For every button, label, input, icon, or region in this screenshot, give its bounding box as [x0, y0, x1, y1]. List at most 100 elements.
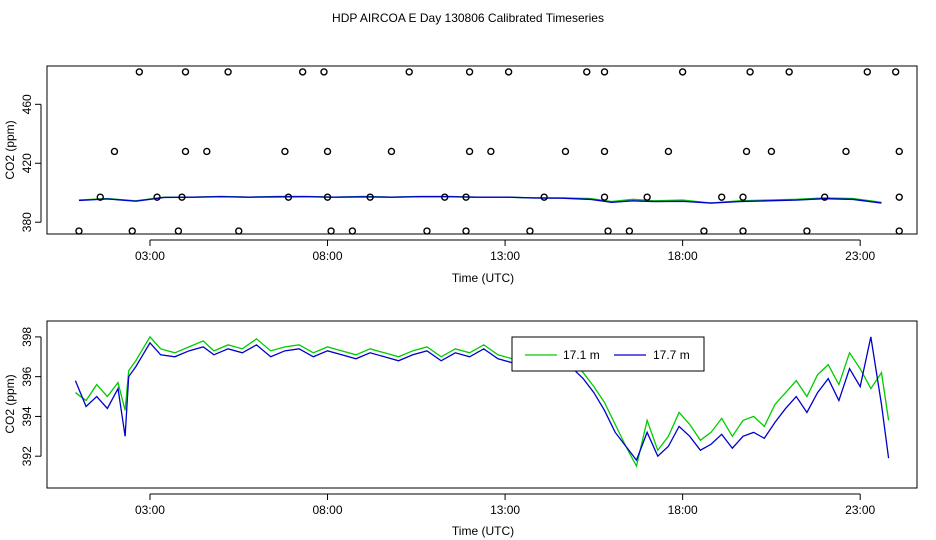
data-point — [895, 147, 903, 156]
data-point — [540, 193, 548, 201]
data-point — [803, 227, 811, 235]
data-point — [842, 147, 850, 156]
data-point — [739, 227, 747, 235]
data-point — [767, 147, 776, 156]
data-point — [700, 227, 708, 235]
bottom-y-tick-label: 398 — [20, 327, 34, 347]
data-point — [583, 68, 591, 76]
data-point — [235, 227, 243, 235]
data-point — [462, 193, 470, 201]
data-point — [664, 147, 673, 156]
bottom-y-axis-label: CO2 (ppm) — [3, 374, 17, 433]
data-point — [366, 193, 374, 201]
data-point — [348, 227, 357, 235]
top-x-tick-label: 13:00 — [490, 249, 520, 263]
data-point — [895, 193, 903, 201]
data-point — [604, 227, 612, 235]
data-point — [327, 227, 335, 235]
top-y-axis-label: CO2 (ppm) — [3, 120, 17, 179]
bottom-panel: 03:00 08:00 13:00 18:00 23:00 392 394 396 398 T… — [3, 320, 918, 538]
data-point — [178, 193, 186, 201]
bottom-x-tick-label: 13:00 — [490, 503, 520, 517]
data-point — [526, 227, 534, 235]
data-point — [423, 227, 431, 235]
bottom-x-tick-label: 18:00 — [668, 503, 698, 517]
data-point — [600, 68, 609, 76]
data-point — [135, 68, 144, 76]
top-x-tick-label: 18:00 — [668, 249, 698, 263]
data-point — [891, 68, 900, 76]
data-point — [487, 147, 495, 156]
data-point — [625, 227, 634, 235]
data-point — [504, 68, 513, 76]
data-point — [465, 68, 474, 76]
bottom-x-tick-label: 23:00 — [845, 503, 875, 517]
data-point — [405, 68, 413, 76]
top-x-tick-label: 03:00 — [135, 249, 165, 263]
top-y-axis: 380 420 460 — [20, 94, 42, 232]
data-point — [128, 227, 136, 235]
data-point — [746, 68, 754, 76]
bottom-y-tick-label: 396 — [20, 366, 34, 386]
data-point — [678, 68, 687, 76]
legend-box — [511, 336, 705, 372]
data-point — [462, 227, 470, 235]
top-x-axis: 03:00 08:00 13:00 18:00 23:00 — [135, 239, 876, 263]
top-panel: 03:00 08:00 13:00 18:00 23:00 380 420 460 Time… — [3, 65, 918, 285]
data-point — [600, 147, 609, 156]
data-point — [387, 147, 396, 156]
data-point — [110, 147, 119, 156]
bottom-y-tick-label: 392 — [20, 446, 34, 466]
data-point — [298, 68, 307, 76]
data-point — [465, 147, 474, 156]
data-point — [739, 193, 747, 201]
data-point — [153, 193, 161, 201]
data-point — [323, 147, 332, 156]
top-series-blue-line — [78, 196, 882, 204]
legend: 17.1 m 17.7 m — [511, 336, 705, 372]
legend-label-17-1m: 17.1 m — [563, 348, 600, 362]
data-point — [323, 193, 332, 201]
top-x-tick-label: 23:00 — [845, 249, 875, 263]
data-point — [863, 68, 871, 76]
bottom-y-axis: 392 394 396 398 — [20, 327, 42, 466]
data-point — [895, 227, 903, 235]
bottom-x-axis: 03:00 08:00 13:00 18:00 23:00 — [135, 493, 876, 517]
bottom-plot-frame — [46, 320, 918, 489]
data-point — [820, 193, 829, 201]
data-point — [600, 193, 609, 201]
data-point — [281, 147, 289, 156]
data-point — [742, 147, 751, 156]
bottom-x-tick-label: 08:00 — [313, 503, 343, 517]
top-x-axis-label: Time (UTC) — [452, 271, 514, 285]
data-point — [75, 227, 83, 235]
top-x-tick-label: 08:00 — [313, 249, 343, 263]
legend-label-17-7m: 17.7 m — [653, 348, 690, 362]
bottom-y-tick-label: 394 — [20, 406, 34, 426]
bottom-x-axis-label: Time (UTC) — [452, 524, 514, 538]
data-point — [224, 68, 232, 76]
top-points — [75, 68, 903, 235]
data-point — [717, 193, 726, 201]
data-point — [181, 68, 190, 76]
bottom-x-tick-label: 03:00 — [135, 503, 165, 517]
data-point — [320, 68, 328, 76]
data-point — [643, 193, 651, 201]
data-point — [785, 68, 793, 76]
data-point — [96, 193, 104, 201]
data-point — [561, 147, 570, 156]
data-point — [174, 227, 183, 235]
bottom-series-lines — [74, 335, 890, 468]
data-point — [203, 147, 211, 156]
data-point — [441, 193, 449, 201]
top-y-tick-label: 380 — [20, 212, 34, 232]
bottom-series-line-0 — [75, 335, 890, 468]
bottom-series-line-1 — [74, 336, 890, 462]
top-plot-frame — [46, 65, 918, 235]
top-series-lines — [78, 195, 882, 204]
chart-title: HDP AIRCOA E Day 130806 Calibrated Times… — [332, 11, 604, 25]
data-point — [284, 193, 293, 201]
top-y-tick-label: 460 — [20, 94, 34, 114]
top-y-tick-label: 420 — [20, 153, 34, 173]
